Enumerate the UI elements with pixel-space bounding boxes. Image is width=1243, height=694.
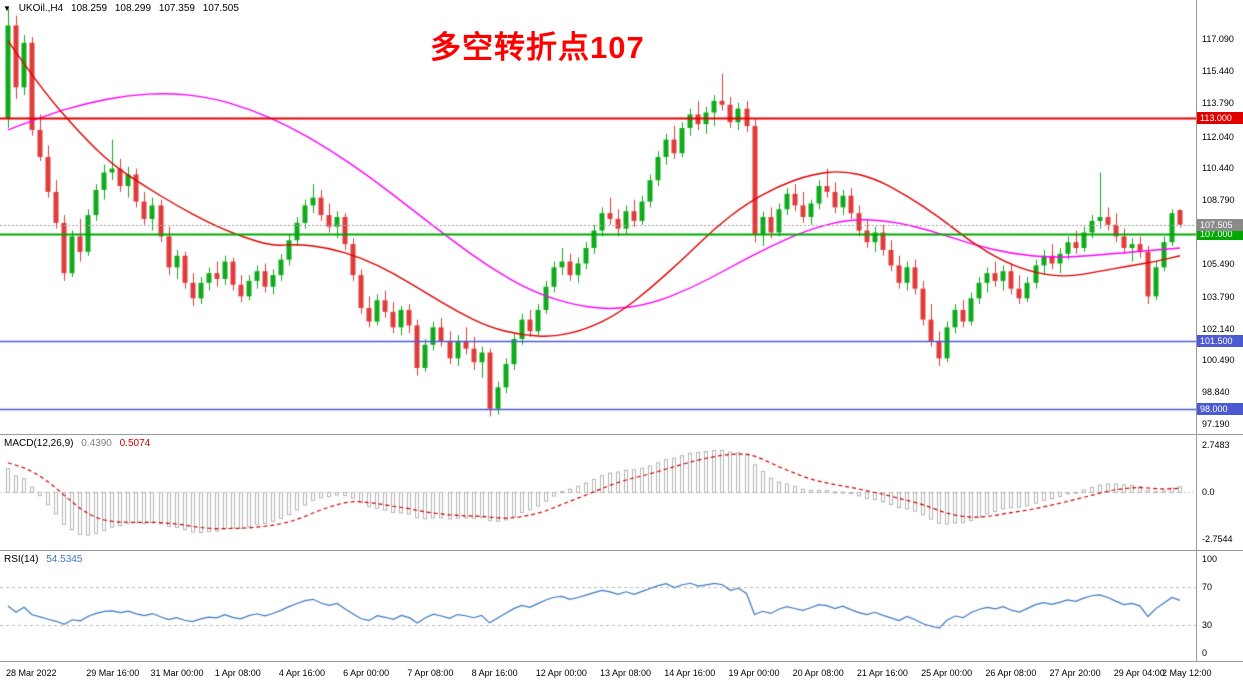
price-axis-tick: 108.790 [1202,194,1235,205]
price-level-label: 113.000 [1197,112,1243,125]
time-axis-label: 12 Apr 00:00 [535,668,587,678]
ohlc-low: 107.359 [158,3,195,14]
time-axis-label: 20 Apr 08:00 [792,668,844,678]
rsi-value: 54.5345 [46,554,83,565]
time-axis-label: 8 Apr 16:00 [471,668,518,678]
ohlc-open: 108.259 [70,3,108,14]
price-axis-tick: 98.840 [1202,387,1230,398]
time-axis-label: 19 Apr 00:00 [728,668,780,678]
ohlc-close: 107.505 [202,3,239,14]
corner-triangle-icon: ▼ [3,4,11,13]
chart-annotation-text[interactable]: 多空转折点107 [430,30,645,65]
rsi-indicator-name: RSI(14) [4,554,39,565]
time-axis-label: 14 Apr 16:00 [664,668,716,678]
time-axis-label: 28 Mar 2022 [6,668,57,678]
price-axis-tick: 117.090 [1202,34,1234,45]
macd-readout: MACD(12,26,9) 0.4390 0.5074 [4,438,155,449]
time-axis[interactable]: 28 Mar 2022 29 Mar 16:00 31 Mar 00:00 1 Apr… [0,662,1243,694]
time-axis-label: 25 Apr 00:00 [921,668,973,678]
symbol-timeframe: UKOil.,H4 [18,3,64,14]
rsi-axis-tick: 70 [1202,582,1213,593]
ohlc-high: 108.299 [114,3,152,14]
macd-signal-value: 0.5074 [119,438,151,449]
panel-separator[interactable] [0,434,1243,435]
time-axis-label: 27 Apr 20:00 [1049,668,1101,678]
time-axis-label: 29 Apr 04:00 [1113,668,1165,678]
symbol-readout: ▼ UKOil.,H4 108.259 108.299 107.359 107.… [3,3,244,14]
price-level-label: 98.000 [1197,402,1243,415]
price-axis-tick: 113.790 [1202,98,1234,109]
price-axis-divider [1196,0,1197,661]
time-axis-label: 1 Apr 08:00 [214,668,261,678]
price-level-label: 107.000 [1197,228,1243,241]
macd-main-value: 0.4390 [81,438,112,449]
time-axis-label: 7 Apr 08:00 [407,668,454,678]
macd-indicator-panel[interactable] [0,435,1196,550]
time-axis-label: 4 Apr 16:00 [278,668,325,678]
price-axis-tick: 112.040 [1202,131,1234,142]
price-axis-tick: 103.790 [1202,291,1235,302]
rsi-indicator-panel[interactable] [0,551,1196,661]
current-price-label: 107.505 [1197,218,1243,231]
time-axis-label: 31 Mar 00:00 [150,668,204,678]
time-axis-label: 2 May 12:00 [1161,668,1212,678]
panel-separator [0,661,1243,662]
rsi-readout: RSI(14) 54.5345 [4,554,87,565]
price-axis-tick: 110.440 [1202,162,1234,173]
price-axis[interactable]: 117.090 115.440 113.790 112.040 110.440 108.7… [1196,0,1243,661]
rsi-axis-tick: 0 [1202,648,1208,658]
time-axis-label: 29 Mar 16:00 [86,668,140,678]
time-axis-label: 26 Apr 08:00 [985,668,1037,678]
price-axis-tick: 100.490 [1202,355,1235,366]
time-axis-label: 13 Apr 08:00 [600,668,652,678]
macd-indicator-name: MACD(12,26,9) [4,438,74,449]
macd-axis-tick: 2.7483 [1202,440,1230,451]
price-axis-tick: 115.440 [1202,66,1234,77]
time-axis-label: 6 Apr 00:00 [343,668,390,678]
macd-axis-tick: -2.7544 [1202,533,1233,544]
main-price-chart[interactable] [0,0,1196,434]
price-axis-tick: 102.140 [1202,323,1235,334]
price-level-label: 101.500 [1197,334,1243,347]
price-axis-tick: 105.490 [1202,258,1235,269]
panel-separator[interactable] [0,550,1243,551]
macd-axis-tick: 0.0 [1202,487,1215,497]
rsi-axis-tick: 100 [1202,554,1218,564]
time-axis-label: 21 Apr 16:00 [856,668,908,678]
rsi-axis-tick: 30 [1202,619,1213,630]
price-axis-tick: 97.190 [1202,419,1230,430]
